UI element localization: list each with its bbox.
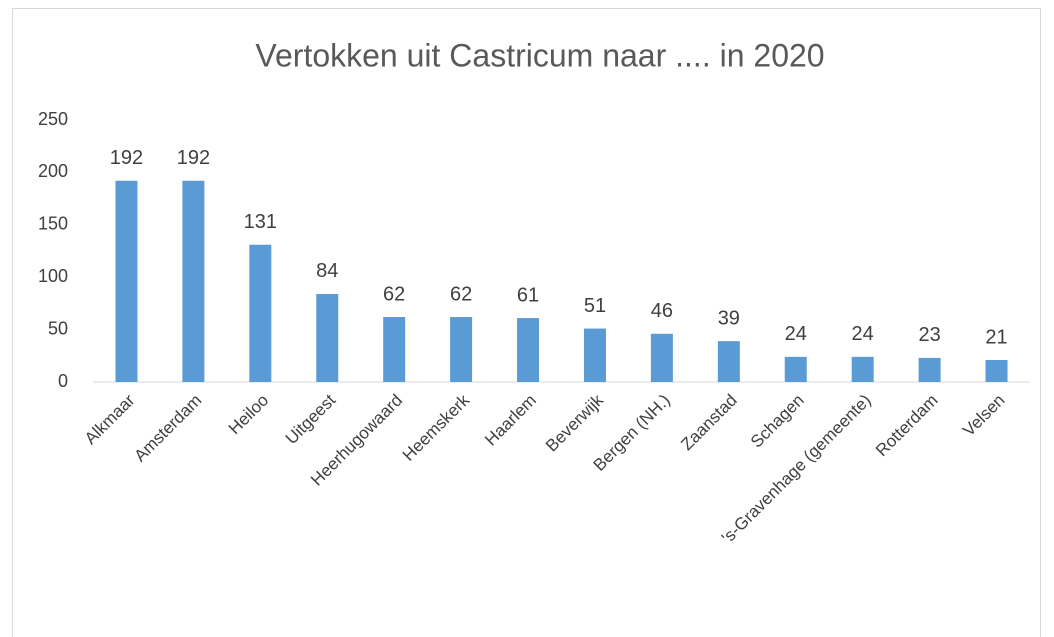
bar xyxy=(650,333,673,382)
bar xyxy=(450,317,473,382)
data-label: 62 xyxy=(450,283,472,305)
y-tick-label: 50 xyxy=(48,318,68,338)
bar xyxy=(316,293,339,382)
data-label: 192 xyxy=(177,147,210,169)
chart-title: Vertokken uit Castricum naar .... in 202… xyxy=(255,37,824,73)
y-tick-label: 0 xyxy=(58,371,68,391)
data-label: 21 xyxy=(985,326,1007,348)
data-label: 131 xyxy=(244,211,277,233)
bar xyxy=(383,317,406,382)
data-label: 24 xyxy=(852,323,874,345)
data-label: 39 xyxy=(718,307,740,329)
data-label: 24 xyxy=(785,323,807,345)
bar xyxy=(517,318,540,382)
bar xyxy=(851,356,874,382)
y-tick-label: 100 xyxy=(38,266,68,286)
bar xyxy=(918,357,941,382)
data-label: 51 xyxy=(584,295,606,317)
y-tick-label: 150 xyxy=(38,214,68,234)
data-label: 192 xyxy=(110,147,143,169)
bar xyxy=(717,341,740,382)
data-label: 46 xyxy=(651,300,673,322)
data-label: 61 xyxy=(517,284,539,306)
data-label: 84 xyxy=(316,260,338,282)
y-tick-label: 200 xyxy=(38,161,68,181)
bar xyxy=(249,244,272,382)
bar xyxy=(985,359,1008,382)
data-label: 23 xyxy=(918,324,940,346)
bar xyxy=(182,180,205,382)
bar xyxy=(583,328,606,382)
bar xyxy=(115,180,138,382)
y-tick-label: 250 xyxy=(38,109,68,129)
data-label: 62 xyxy=(383,283,405,305)
bar xyxy=(784,356,807,382)
